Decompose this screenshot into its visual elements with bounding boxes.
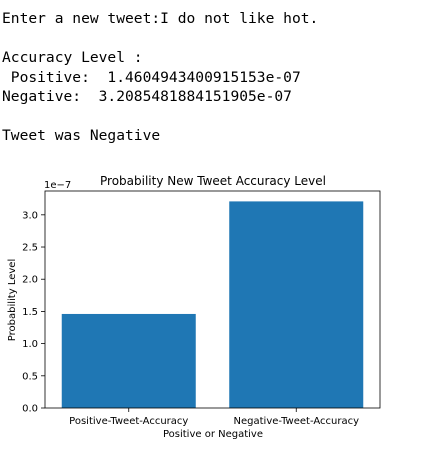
positive-accuracy-line: Positive: 1.4604943400915153e-07: [2, 68, 301, 86]
y-tick-label: 1.0: [22, 339, 38, 350]
accuracy-header: Accuracy Level :: [2, 49, 143, 66]
y-tick-label: 2.5: [22, 243, 38, 254]
blank-line: [2, 29, 318, 49]
y-axis-label: Probability Level: [7, 259, 18, 341]
plot-frame: [44, 190, 381, 409]
negative-accuracy-line: Negative: 3.2085481884151905e-07: [2, 88, 292, 105]
y-tick-label: 0.5: [22, 371, 38, 382]
plot-area: Positive-Tweet-Accuracy Negative-Tweet-Ac…: [22, 190, 381, 427]
x-tick-label: Negative-Tweet-Accuracy: [234, 416, 360, 427]
y-tick-label: 2.0: [22, 275, 38, 286]
bar-negative-tweet-accuracy: [229, 201, 364, 408]
chart-title: Probability New Tweet Accuracy Level: [100, 174, 326, 188]
accuracy-bar-chart: Probability New Tweet Accuracy Level 1e−…: [7, 174, 381, 440]
console-output: Enter a new tweet:I do not like hot. Acc…: [2, 9, 318, 146]
y-tick-label: 1.5: [22, 307, 38, 318]
y-tick-label: 0.0: [22, 404, 38, 415]
y-axis-scale-label: 1e−7: [44, 180, 71, 191]
tweet-input-echo: Enter a new tweet:I do not like hot.: [2, 10, 319, 27]
y-tick-label: 3.0: [22, 210, 38, 221]
x-axis-label: Positive or Negative: [163, 429, 263, 440]
blank-line: [2, 107, 318, 127]
result-line: Tweet was Negative: [2, 127, 161, 144]
bar-positive-tweet-accuracy: [61, 313, 196, 408]
x-tick-label: Positive-Tweet-Accuracy: [69, 416, 188, 427]
